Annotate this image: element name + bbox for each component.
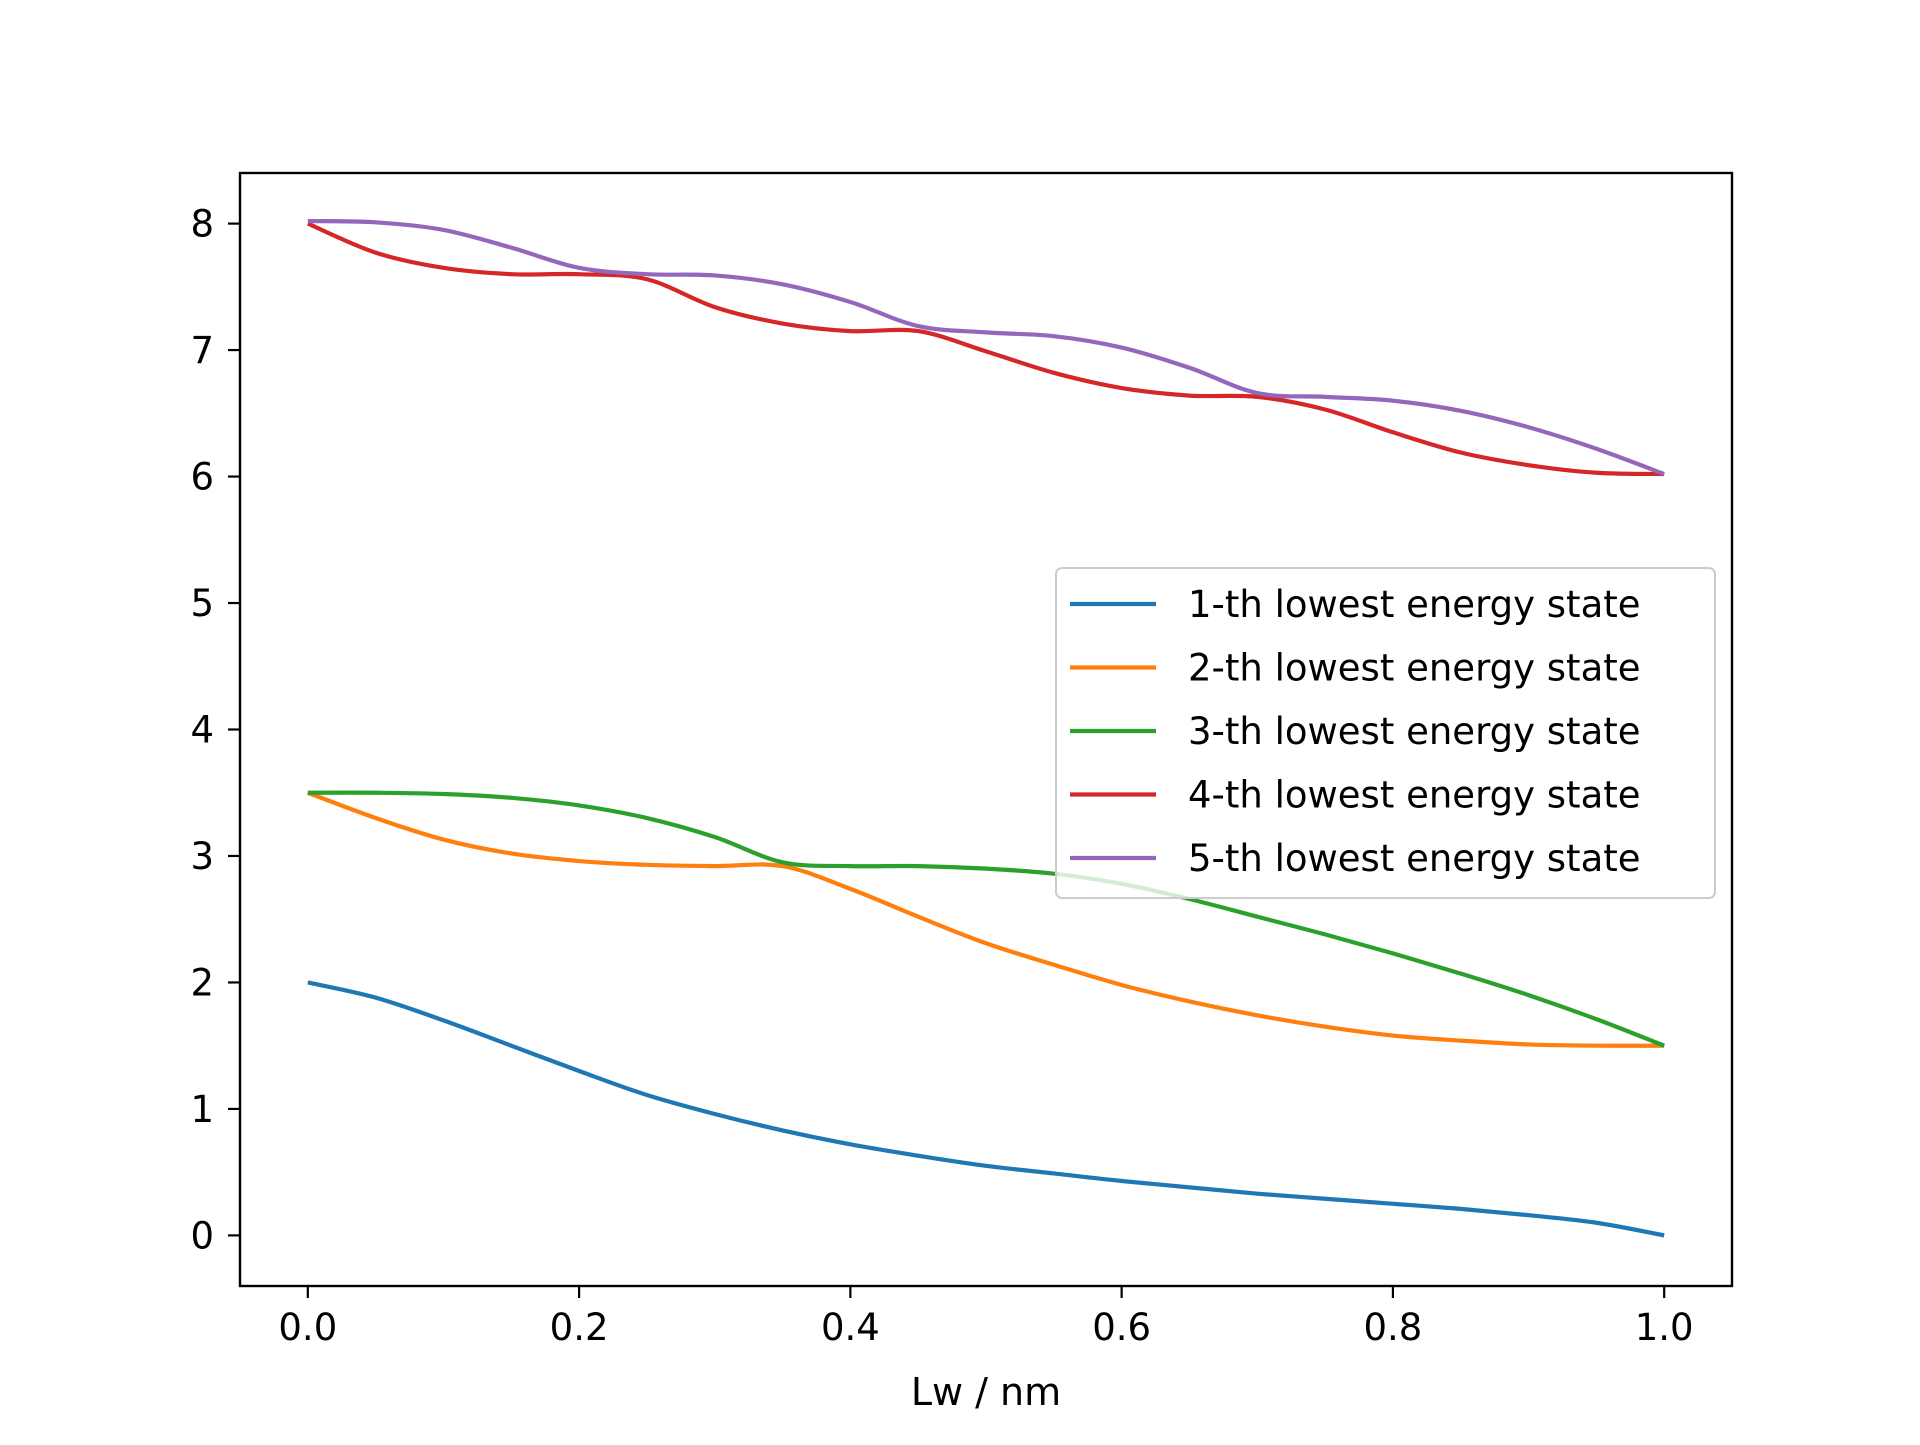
series-line-5: [307, 218, 1665, 476]
y-tick-label: 4: [190, 709, 214, 752]
y-tick-label: 7: [190, 329, 214, 372]
series-line-1: [307, 980, 1665, 1238]
x-axis-label: Lw / nm: [911, 1370, 1061, 1414]
series-line-4: [306, 221, 1665, 477]
y-tick-label: 2: [190, 961, 214, 1004]
x-tick-label: 0.8: [1363, 1306, 1422, 1349]
legend: 1-th lowest energy state 2-th lowest ener…: [1055, 567, 1716, 899]
legend-box: [1055, 567, 1716, 899]
x-tick-label: 0.4: [821, 1306, 880, 1349]
legend-label-4: 4-th lowest energy state: [1188, 774, 1641, 817]
x-tick-label: 0.6: [1092, 1306, 1151, 1349]
y-tick-label: 1: [190, 1088, 214, 1131]
y-axis-ticks: 0 1 2 3 4 5 6 7 8: [190, 203, 240, 1257]
series-layer: [306, 218, 1665, 1238]
legend-label-1: 1-th lowest energy state: [1188, 583, 1641, 626]
series-line-2: [307, 790, 1665, 1048]
y-tick-label: 5: [190, 582, 214, 625]
y-tick-label: 8: [190, 203, 214, 246]
y-tick-label: 3: [190, 835, 214, 878]
series-line-3: [307, 790, 1665, 1048]
x-tick-label: 0.2: [550, 1306, 609, 1349]
x-tick-label: 1.0: [1635, 1306, 1694, 1349]
legend-label-3: 3-th lowest energy state: [1188, 710, 1641, 753]
x-axis-ticks: 0.0 0.2 0.4 0.6 0.8 1.0: [278, 1286, 1694, 1349]
y-tick-label: 0: [190, 1214, 214, 1257]
legend-label-5: 5-th lowest energy state: [1188, 837, 1641, 880]
x-tick-label: 0.0: [278, 1306, 337, 1349]
y-tick-label: 6: [190, 456, 214, 499]
legend-label-2: 2-th lowest energy state: [1188, 647, 1641, 690]
